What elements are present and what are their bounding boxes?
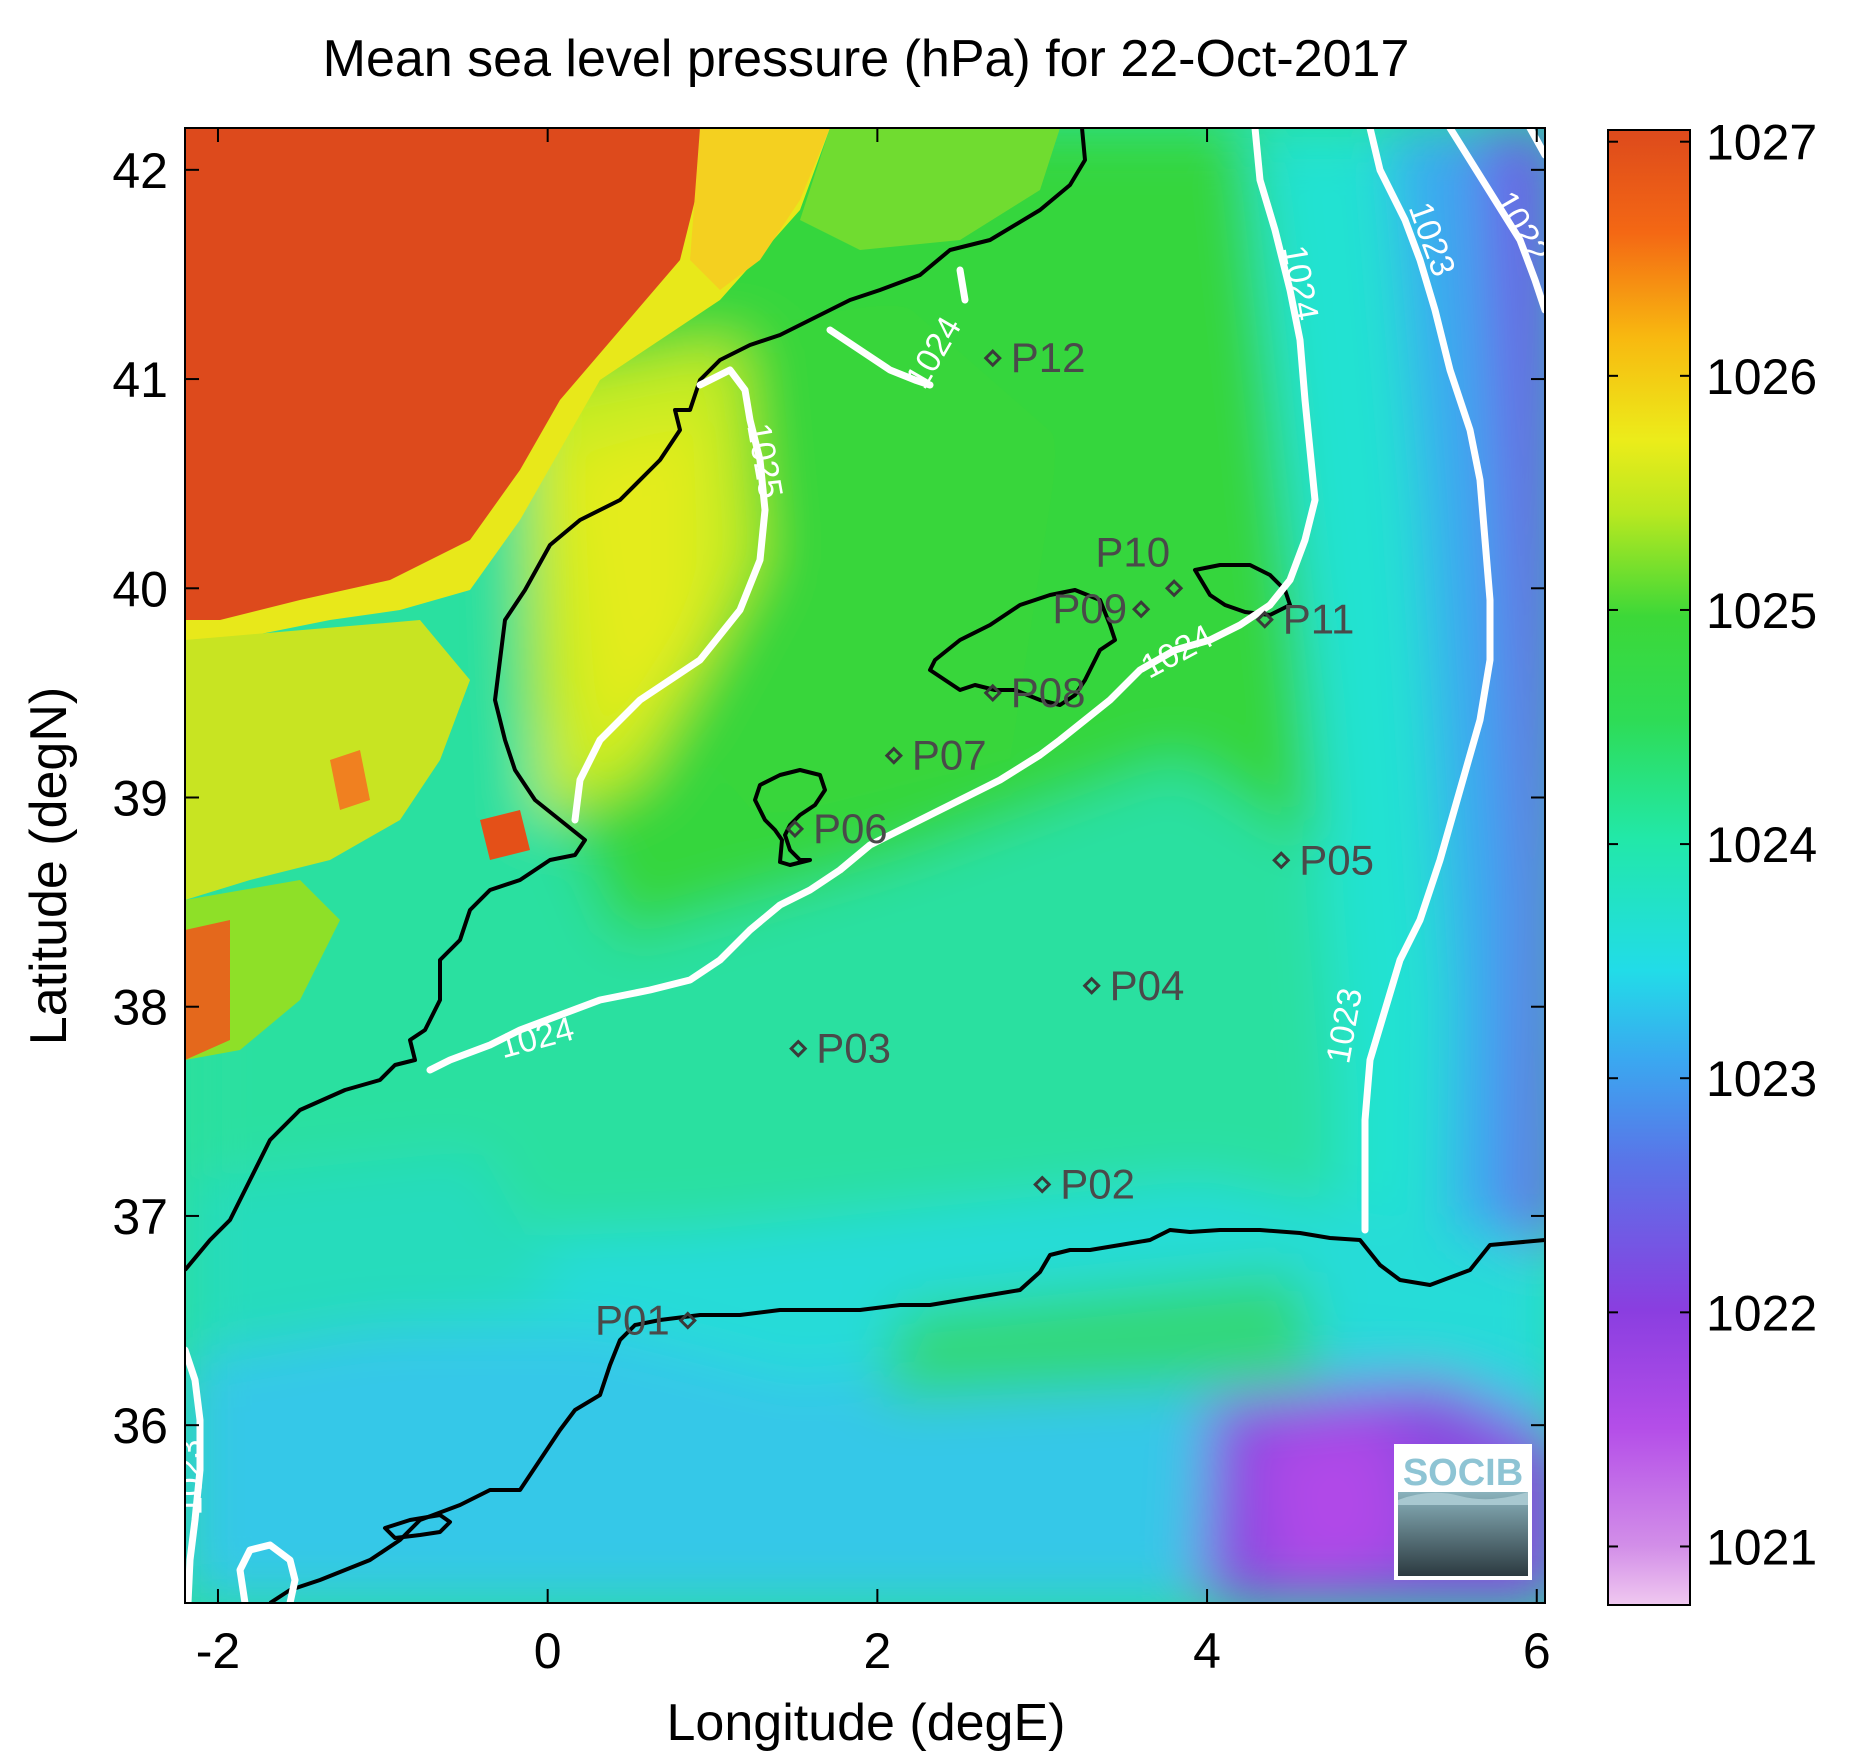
x-tick-label: 4 (1193, 1623, 1221, 1679)
station-label: P08 (1011, 669, 1086, 716)
coast-mallorca (928, 588, 1117, 707)
isobar-1023-southwest (185, 1346, 204, 1603)
colorbar-scale (1607, 129, 1691, 1606)
x-tick-label: 6 (1523, 1623, 1551, 1679)
station-marker (1131, 600, 1151, 619)
x-axis-ticks: -2 0 2 4 6 (196, 128, 1551, 1679)
station-label: P12 (1011, 334, 1086, 381)
station-p03: P03 (789, 1025, 891, 1072)
x-tick-label: 0 (534, 1623, 562, 1679)
land-iberia (185, 128, 1060, 1060)
station-marker (884, 746, 903, 765)
socib-logo: SOCIB (1394, 1444, 1532, 1580)
station-label: P09 (1052, 585, 1127, 632)
logo-wave (1398, 1492, 1528, 1505)
isobar-1022 (1446, 128, 1545, 314)
isobar-1024-north (826, 326, 934, 389)
colorbar-tick-label: 1025 (1706, 583, 1817, 639)
coast-north-africa (268, 1228, 1545, 1603)
station-p08: P08 (983, 669, 1086, 716)
coast-alboran-island (383, 1513, 452, 1540)
station-marker (1255, 610, 1274, 629)
logo-image (1398, 1492, 1528, 1576)
x-axis-label: Longitude (degE) (667, 1694, 1066, 1752)
y-tick-label: 36 (112, 1398, 168, 1454)
isobar-1024-east (1251, 128, 1319, 609)
logo-text: SOCIB (1403, 1452, 1523, 1494)
isobar-1023-east (1361, 128, 1494, 1234)
plot-frame (184, 127, 1546, 1604)
station-label: P07 (912, 732, 987, 779)
station-label: P11 (1283, 596, 1355, 643)
station-label: P03 (816, 1025, 891, 1072)
isobar-1024-north-b (956, 266, 969, 304)
station-p01: P01 (595, 1297, 697, 1344)
station-marker (1033, 1175, 1052, 1194)
station-marker (983, 349, 1002, 368)
station-p05: P05 (1272, 836, 1374, 883)
x-tick-label: 2 (863, 1623, 891, 1679)
y-axis-ticks: 36 37 38 39 40 41 42 (112, 143, 1545, 1454)
y-tick-label: 40 (112, 561, 168, 617)
station-marker (678, 1311, 697, 1330)
x-tick-label: -2 (196, 1623, 240, 1679)
station-marker (785, 819, 805, 839)
coast-menorca (1193, 563, 1292, 617)
station-label: P01 (595, 1297, 670, 1344)
colorbar-ticks: 1021 1022 1023 1024 1025 1026 1027 (1608, 115, 1817, 1575)
station-marker (983, 683, 1002, 703)
station-label: P10 (1095, 528, 1170, 575)
colorbar-tick-label: 1021 (1706, 1519, 1817, 1575)
isobar-label: 1023 (171, 1440, 209, 1516)
colorbar-tick-label: 1024 (1706, 817, 1817, 873)
colorbar-tick-label: 1026 (1706, 349, 1817, 405)
station-p06: P06 (785, 805, 888, 852)
station-p02: P02 (1033, 1161, 1135, 1208)
y-tick-label: 37 (112, 1189, 168, 1245)
station-marker (1272, 851, 1291, 870)
y-tick-label: 39 (112, 771, 168, 827)
coast-iberia (185, 128, 1087, 1272)
colorbar-tick-label: 1023 (1706, 1051, 1817, 1107)
y-tick-label: 41 (112, 352, 168, 408)
isobar-1024-south (426, 601, 1274, 1074)
station-p09: P09 (1052, 585, 1151, 632)
station-label: P02 (1060, 1161, 1135, 1208)
coastlines (185, 128, 1545, 1603)
isobar-1025 (571, 366, 769, 824)
y-tick-label: 42 (112, 143, 168, 199)
isobars (185, 128, 1545, 1603)
colorbar: 1021 1022 1023 1024 1025 1026 1027 (1607, 115, 1817, 1606)
station-p12: P12 (983, 334, 1086, 381)
stations: P01 P02 P03 P04 P05 P06 P07 P08 P09 P10 P11 P12 (595, 334, 1374, 1343)
station-p10: P10 (1095, 528, 1184, 598)
colorbar-tick-label: 1022 (1706, 1285, 1817, 1341)
station-marker (789, 1039, 808, 1058)
station-label: P04 (1110, 962, 1185, 1009)
station-marker (1082, 976, 1101, 995)
station-p04: P04 (1082, 962, 1185, 1009)
y-axis-label: Latitude (degN) (20, 687, 78, 1045)
station-label: P06 (813, 805, 888, 852)
station-p11: P11 (1255, 596, 1355, 643)
coast-ibiza (753, 768, 827, 867)
station-label: P05 (1299, 836, 1374, 883)
y-tick-label: 38 (112, 980, 168, 1036)
colorbar-tick-label: 1027 (1706, 115, 1817, 171)
isobar-1023-sw-loop (236, 1541, 299, 1603)
chart-title: Mean sea level pressure (hPa) for 22-Oct… (323, 30, 1410, 88)
pressure-field (185, 128, 1545, 1603)
station-marker (1164, 579, 1184, 598)
station-p07: P07 (884, 732, 987, 779)
